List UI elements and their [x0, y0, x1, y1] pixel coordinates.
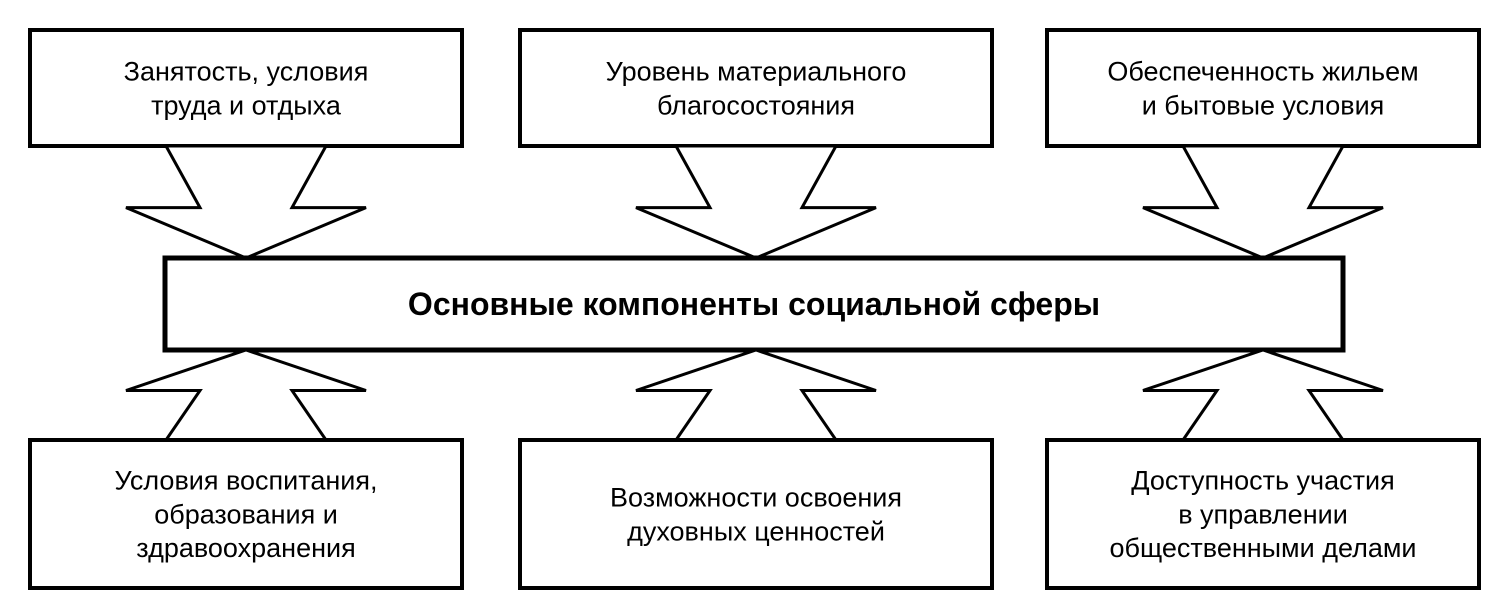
- top-box-2: [1047, 30, 1479, 146]
- arrow-up: [636, 350, 876, 440]
- arrow-down: [1143, 146, 1383, 258]
- diagram-container: Занятость, условиятруда и отдыхаУровень …: [0, 0, 1509, 603]
- arrow-down: [126, 146, 366, 258]
- center-label: Основные компоненты социальной сферы: [408, 286, 1100, 322]
- bottom-box-1: [520, 440, 992, 588]
- arrow-up: [126, 350, 366, 440]
- diagram-svg: Занятость, условиятруда и отдыхаУровень …: [0, 0, 1509, 603]
- top-box-1: [520, 30, 992, 146]
- arrow-up: [1143, 350, 1383, 440]
- arrow-down: [636, 146, 876, 258]
- top-box-0: [30, 30, 462, 146]
